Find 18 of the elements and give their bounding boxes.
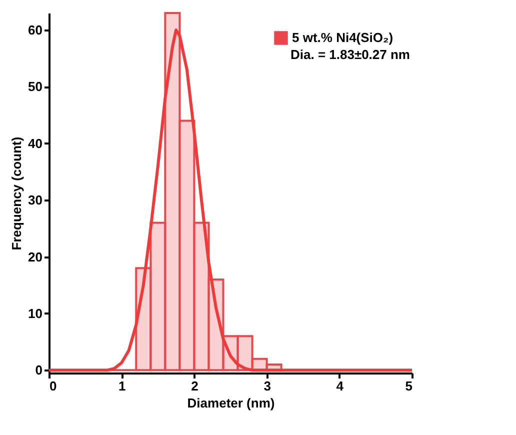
x-tick-label: 2 — [191, 378, 198, 394]
y-tick-label: 30 — [28, 192, 42, 208]
legend-label: 5 wt.% Ni4(SiO₂) — [292, 30, 394, 45]
y-tick-label: 50 — [28, 79, 42, 94]
x-tick-label: 4 — [336, 378, 344, 394]
y-tick-label: 60 — [28, 22, 42, 38]
y-axis-title: Frequency (count) — [9, 136, 24, 250]
y-tick-label: 40 — [28, 136, 42, 151]
y-tick-label: 0 — [35, 362, 42, 378]
x-tick-label: 5 — [405, 378, 412, 394]
line-series — [48, 28, 414, 372]
x-tick-label: 0 — [50, 378, 57, 394]
y-tick-label: 20 — [28, 249, 42, 264]
annotation: Dia. = 1.83±0.27 nm — [290, 47, 410, 62]
x-tick-label: 1 — [118, 378, 126, 394]
x-axis-title: Diameter (nm) — [187, 396, 275, 410]
y-tick-label: 10 — [28, 306, 42, 321]
x-tick-label: 3 — [264, 378, 271, 394]
